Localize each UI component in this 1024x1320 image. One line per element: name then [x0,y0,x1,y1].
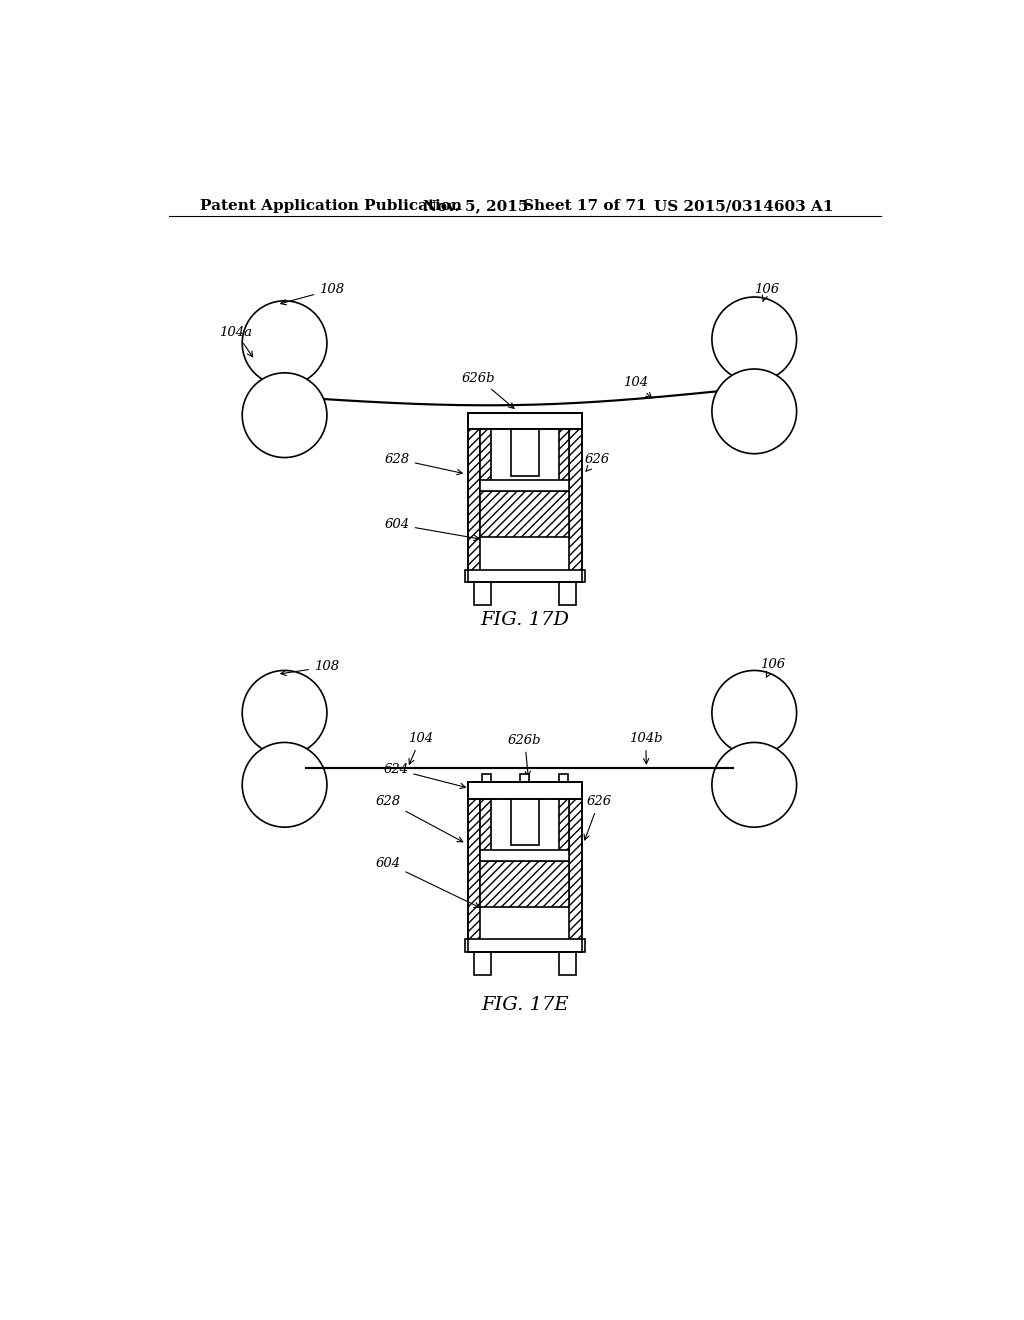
Text: 626b: 626b [462,372,514,408]
Text: 626: 626 [584,795,611,840]
Bar [511,799,539,845]
Text: Nov. 5, 2015: Nov. 5, 2015 [423,199,528,213]
Text: 106: 106 [761,659,785,677]
Circle shape [712,297,797,381]
Circle shape [243,742,327,828]
Bar [480,861,569,907]
Text: FIG. 17E: FIG. 17E [481,997,568,1014]
Circle shape [243,671,327,755]
Text: 108: 108 [281,660,339,676]
Text: 628: 628 [376,795,463,842]
Circle shape [712,370,797,454]
Bar [468,412,582,582]
Text: Patent Application Publication: Patent Application Publication [200,199,462,213]
Text: 628: 628 [385,453,463,475]
Text: FIG. 17D: FIG. 17D [480,611,569,630]
Circle shape [243,301,327,385]
Text: 104: 104 [624,376,651,399]
Bar [520,775,529,781]
Bar [474,582,490,605]
Text: US 2015/0314603 A1: US 2015/0314603 A1 [654,199,834,213]
Bar [474,952,490,974]
Text: 108: 108 [281,284,344,305]
Bar [559,582,575,605]
Bar [569,412,582,582]
Bar [480,491,569,537]
Bar [468,781,582,952]
Circle shape [712,671,797,755]
Bar [480,850,569,861]
Text: 106: 106 [755,284,779,301]
Bar [569,781,582,952]
Bar [480,480,569,491]
Bar [468,781,582,799]
Text: 626: 626 [585,453,610,471]
Bar [468,781,480,952]
Bar [481,775,490,781]
Text: 604: 604 [385,517,479,541]
Bar [465,570,585,582]
Bar [511,429,539,475]
Bar [559,775,568,781]
Bar [468,412,480,582]
Bar [480,799,490,861]
Text: 604: 604 [376,857,479,907]
Text: 104: 104 [408,733,433,764]
Text: 104b: 104b [629,733,663,764]
Bar [480,429,490,491]
Text: 624: 624 [383,763,466,788]
Text: Sheet 17 of 71: Sheet 17 of 71 [523,199,647,213]
Bar [559,952,575,974]
Circle shape [243,372,327,458]
Circle shape [712,742,797,828]
Bar [559,799,569,861]
Bar [559,429,569,491]
Bar [468,412,582,429]
Text: 104a: 104a [219,326,253,356]
Bar [465,940,585,952]
Text: 626b: 626b [508,734,542,776]
